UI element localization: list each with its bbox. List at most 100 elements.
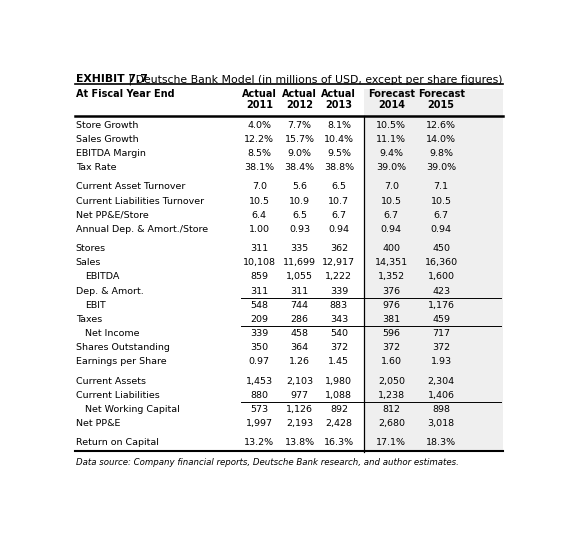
Text: 7.0: 7.0: [252, 183, 267, 192]
Text: 17.1%: 17.1%: [376, 438, 406, 447]
Text: Current Liabilities Turnover: Current Liabilities Turnover: [76, 197, 204, 206]
Text: 1,055: 1,055: [286, 272, 313, 281]
Text: 977: 977: [290, 390, 309, 400]
Text: 6.4: 6.4: [252, 211, 267, 220]
Text: 2015: 2015: [428, 100, 455, 110]
Text: Net Income: Net Income: [85, 329, 140, 338]
Text: 548: 548: [250, 301, 268, 310]
Text: 372: 372: [382, 343, 400, 352]
Text: 10.5: 10.5: [431, 197, 452, 206]
Text: 38.1%: 38.1%: [244, 163, 275, 172]
Text: EBITDA: EBITDA: [85, 272, 120, 281]
Text: 1,088: 1,088: [325, 390, 352, 400]
Text: 459: 459: [432, 315, 450, 324]
Text: 4.0%: 4.0%: [248, 121, 271, 130]
Text: Tax Rate: Tax Rate: [76, 163, 116, 172]
Text: 372: 372: [330, 343, 348, 352]
Text: 18.3%: 18.3%: [426, 438, 456, 447]
Text: 976: 976: [382, 301, 400, 310]
Text: At Fiscal Year End: At Fiscal Year End: [76, 89, 174, 99]
Text: 12.6%: 12.6%: [426, 121, 456, 130]
Text: 350: 350: [250, 343, 268, 352]
Text: 1.26: 1.26: [289, 357, 310, 366]
Text: 39.0%: 39.0%: [376, 163, 407, 172]
Text: 540: 540: [330, 329, 348, 338]
Text: Actual: Actual: [282, 89, 317, 99]
Text: Data source: Company financial reports, Deutsche Bank research, and author estim: Data source: Company financial reports, …: [76, 458, 459, 467]
Text: Current Asset Turnover: Current Asset Turnover: [76, 183, 185, 192]
Text: 343: 343: [330, 315, 348, 324]
Text: 311: 311: [290, 287, 309, 295]
Text: 1.45: 1.45: [328, 357, 349, 366]
Text: Earnings per Share: Earnings per Share: [76, 357, 166, 366]
Text: 0.94: 0.94: [328, 225, 349, 234]
Text: 376: 376: [382, 287, 400, 295]
Text: Actual: Actual: [242, 89, 277, 99]
Text: 1,126: 1,126: [286, 405, 313, 413]
Text: 9.4%: 9.4%: [380, 149, 403, 158]
Text: 1,352: 1,352: [378, 272, 405, 281]
Text: 2,103: 2,103: [286, 376, 313, 386]
Text: 7.0: 7.0: [384, 183, 399, 192]
Text: 15.7%: 15.7%: [285, 135, 315, 144]
Text: 2012: 2012: [286, 100, 313, 110]
Text: 339: 339: [250, 329, 268, 338]
Text: 458: 458: [290, 329, 309, 338]
Text: Shares Outstanding: Shares Outstanding: [76, 343, 170, 352]
Text: 0.93: 0.93: [289, 225, 310, 234]
Text: 362: 362: [330, 244, 348, 253]
Text: 9.8%: 9.8%: [429, 149, 453, 158]
Text: 0.94: 0.94: [431, 225, 452, 234]
Text: 8.5%: 8.5%: [248, 149, 271, 158]
Text: 38.4%: 38.4%: [284, 163, 315, 172]
Text: 1,222: 1,222: [325, 272, 352, 281]
Text: 10.4%: 10.4%: [324, 135, 354, 144]
Text: 13.8%: 13.8%: [284, 438, 315, 447]
Text: Annual Dep. & Amort./Store: Annual Dep. & Amort./Store: [76, 225, 208, 234]
Text: 12,917: 12,917: [323, 258, 355, 267]
Text: 2,050: 2,050: [378, 376, 405, 386]
Text: 14.0%: 14.0%: [426, 135, 456, 144]
Text: 16.3%: 16.3%: [324, 438, 354, 447]
Text: 423: 423: [432, 287, 450, 295]
Text: Taxes: Taxes: [76, 315, 102, 324]
Text: Dep. & Amort.: Dep. & Amort.: [76, 287, 143, 295]
Text: 1,176: 1,176: [428, 301, 455, 310]
Text: EXHIBIT 7.7: EXHIBIT 7.7: [76, 74, 148, 84]
Text: Return on Capital: Return on Capital: [76, 438, 158, 447]
Text: 10.9: 10.9: [289, 197, 310, 206]
Text: 3,018: 3,018: [428, 419, 455, 428]
Text: 13.2%: 13.2%: [244, 438, 275, 447]
Text: 1.60: 1.60: [381, 357, 402, 366]
Text: 859: 859: [250, 272, 268, 281]
Text: 10.7: 10.7: [328, 197, 349, 206]
Text: 1.93: 1.93: [430, 357, 452, 366]
Text: Sales Growth: Sales Growth: [76, 135, 138, 144]
Text: 5.6: 5.6: [292, 183, 307, 192]
Text: 11,699: 11,699: [283, 258, 316, 267]
Text: Stores: Stores: [76, 244, 106, 253]
Text: 12.2%: 12.2%: [244, 135, 274, 144]
Text: 573: 573: [250, 405, 268, 413]
Text: 1,980: 1,980: [325, 376, 352, 386]
Text: Net PP&E/Store: Net PP&E/Store: [76, 211, 148, 220]
Text: 0.94: 0.94: [381, 225, 402, 234]
Text: 10.5%: 10.5%: [376, 121, 406, 130]
Text: EBIT: EBIT: [85, 301, 106, 310]
Text: 1,600: 1,600: [428, 272, 455, 281]
Text: 892: 892: [330, 405, 348, 413]
Text: 1,238: 1,238: [378, 390, 405, 400]
Text: 364: 364: [290, 343, 309, 352]
Text: 1,453: 1,453: [246, 376, 273, 386]
Text: 2,304: 2,304: [428, 376, 455, 386]
Bar: [364, 89, 503, 452]
Text: 7.1: 7.1: [434, 183, 448, 192]
Text: 2,680: 2,680: [378, 419, 405, 428]
Text: 16,360: 16,360: [425, 258, 458, 267]
Text: 39.0%: 39.0%: [426, 163, 456, 172]
Text: | Deutsche Bank Model (in millions of USD, except per share figures): | Deutsche Bank Model (in millions of US…: [125, 74, 502, 85]
Text: Forecast: Forecast: [418, 89, 465, 99]
Text: 6.7: 6.7: [384, 211, 399, 220]
Text: 1,406: 1,406: [428, 390, 455, 400]
Text: 311: 311: [250, 287, 268, 295]
